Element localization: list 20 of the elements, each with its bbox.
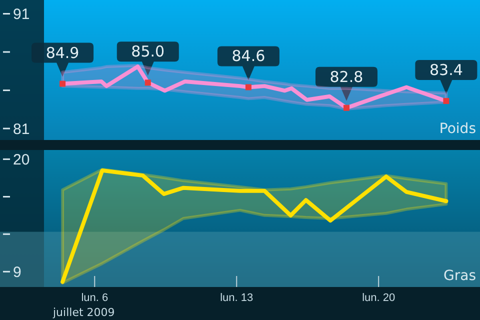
callout: 84.6 [217,46,280,80]
callout: 83.4 [415,60,478,94]
x-tick-label: lun. 20 [362,292,396,304]
text: Gras [444,268,476,284]
data-label: 83.4 [429,60,463,79]
callout: 84.9 [32,42,94,77]
y-tick-label: 9 [13,264,22,281]
x-axis-title: juillet 2009 [52,306,115,319]
text: Poids [439,121,476,137]
callout: 82.8 [315,66,378,101]
data-label: 82.8 [330,68,364,86]
callout: 85.0 [116,42,179,76]
data-label: 85.0 [131,42,165,61]
y-tick-label: 20 [13,151,30,168]
y-tick-label: 91 [13,6,30,24]
x-tick-label: lun. 13 [220,292,254,304]
y-tick-label: 81 [13,120,30,138]
x-tick-label: lun. 6 [81,292,108,304]
data-label: 84.9 [46,44,80,62]
data-label: 84.6 [232,47,266,66]
